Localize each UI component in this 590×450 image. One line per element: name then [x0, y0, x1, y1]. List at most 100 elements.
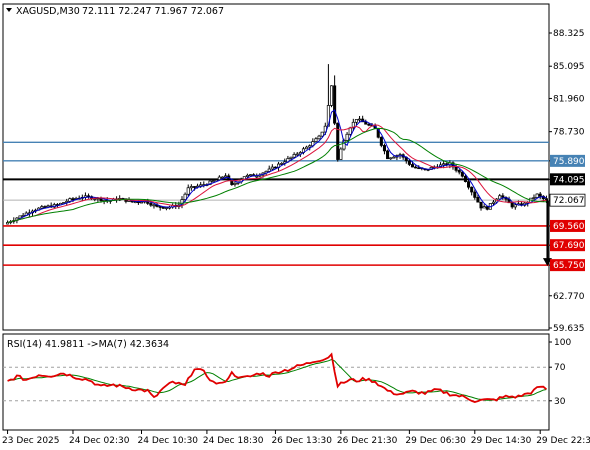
candle-body: [473, 191, 477, 198]
candle-body: [211, 180, 215, 183]
time-axis: 23 Dec 2025 24 Dec 02:30 24 Dec 10:30 24 De…: [2, 430, 590, 446]
candle-body: [336, 122, 340, 160]
candle-body: [305, 146, 309, 150]
candle-body: [270, 166, 274, 170]
candle-body: [152, 204, 156, 207]
candle-body: [410, 164, 415, 168]
candle-body: [532, 197, 536, 199]
candle-body: [358, 118, 362, 121]
moving-average-line: [7, 127, 547, 223]
price-axis-label: 75.890: [553, 157, 585, 167]
price-axis-label: 78.730: [553, 128, 585, 138]
candle-body: [470, 186, 474, 193]
time-axis-label: 24 Dec 18:30: [203, 436, 264, 446]
candle-body: [133, 201, 137, 204]
candle-body: [329, 85, 334, 106]
candle-body: [267, 168, 271, 172]
candle-body: [501, 195, 505, 198]
candle-body: [292, 154, 296, 158]
candle-body: [314, 138, 318, 142]
price-level-badge: [550, 219, 585, 232]
candle-body: [255, 175, 259, 178]
time-axis-label: 26 Dec 13:30: [271, 436, 332, 446]
candle-body: [479, 201, 483, 209]
candle-body: [485, 206, 489, 210]
price-axis-label: 81.960: [553, 94, 585, 104]
price-axis-label: 59.635: [553, 324, 585, 334]
ohlc-readout: 72.111 72.247 71.967 72.067: [82, 6, 224, 17]
candle-body: [43, 206, 47, 208]
price-axis-label: 65.750: [553, 261, 585, 271]
candle-body: [382, 145, 386, 152]
candle-body: [467, 181, 471, 188]
candle-body: [189, 186, 193, 189]
price-level-badge: [550, 154, 585, 167]
candle-body: [192, 186, 196, 188]
time-axis-label: 29 Dec 06:30: [405, 436, 466, 446]
candle-body: [62, 202, 66, 204]
candle-body: [245, 174, 249, 177]
candle-body: [214, 179, 218, 182]
price-panel[interactable]: 88.325 85.095 81.960 78.730 75.890 74.095 72.0…: [2, 3, 586, 334]
candle-body: [295, 153, 299, 156]
candle-body: [161, 207, 165, 209]
candle-body: [417, 167, 421, 170]
candle-body: [208, 180, 212, 185]
candle-body: [351, 121, 355, 129]
candle-body: [164, 207, 168, 209]
candle-body: [367, 123, 371, 126]
candle-body: [71, 198, 75, 201]
candle-body: [186, 187, 190, 195]
rsi-label: RSI(14) 41.9811 ->MA(7) 42.3634: [7, 339, 169, 350]
price-axis-label: 72.067: [553, 196, 585, 206]
candle-body: [345, 133, 349, 141]
price-level-badge: [550, 239, 585, 252]
time-axis-label: 26 Dec 21:30: [337, 436, 398, 446]
candle-body: [348, 127, 352, 135]
candle-body: [342, 140, 346, 150]
current-price-badge: [549, 193, 586, 207]
candle-body: [158, 206, 162, 208]
rsi-panel-frame: [2, 333, 550, 431]
rsi-axis-label: 70: [554, 363, 566, 373]
candle-body: [457, 169, 461, 173]
candle-body: [308, 145, 312, 148]
time-axis-label: 29 Dec 14:30: [471, 436, 532, 446]
candle-body: [513, 204, 517, 208]
time-axis-label: 29 Dec 22:30: [536, 436, 590, 446]
candle-body: [199, 184, 203, 187]
rsi-axis-label: 30: [554, 397, 566, 407]
candle-body: [40, 206, 44, 209]
candle-body: [364, 121, 368, 125]
candle-body: [454, 166, 458, 171]
rsi-ma-line: [7, 358, 547, 401]
time-axis-label: 23 Dec 2025: [2, 436, 60, 446]
candle-body: [460, 171, 464, 177]
candle-body: [317, 135, 321, 140]
price-level-badge: [550, 173, 585, 186]
candle-body: [392, 156, 396, 159]
price-axis-label: 88.325: [553, 29, 585, 39]
candle-body: [476, 197, 480, 203]
candle-body: [354, 119, 358, 123]
candle-body: [463, 175, 467, 182]
candle-body: [248, 174, 253, 176]
moving-average-line: [7, 124, 547, 223]
candle-body: [224, 175, 228, 178]
price-level-badge: [550, 259, 585, 272]
candle-body: [183, 193, 187, 200]
rsi-panel[interactable]: 100 70 30 RSI(14) 41.9811 ->MA(7) 42.3634: [2, 333, 571, 431]
time-axis-label: 24 Dec 02:30: [69, 436, 130, 446]
arrow-down-icon: [542, 258, 552, 267]
candle-body: [389, 157, 393, 160]
chevron-down-icon[interactable]: [6, 8, 12, 12]
candle-body: [217, 176, 221, 181]
candle-body: [46, 205, 50, 208]
candle-body: [379, 136, 383, 146]
candle-body: [414, 166, 418, 169]
rsi-line: [7, 352, 547, 403]
candle-body: [535, 193, 539, 198]
candle-body: [233, 182, 237, 185]
